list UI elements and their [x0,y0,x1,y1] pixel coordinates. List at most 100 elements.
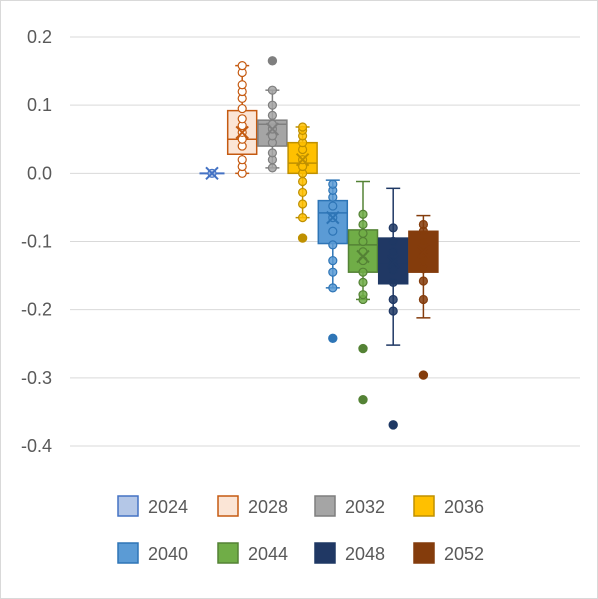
data-point [388,277,398,287]
box-series-2048 [377,187,409,430]
box-series-2028 [226,61,258,178]
legend-swatch [217,495,239,517]
legend-item-2040: 2040 [117,542,188,564]
legend-item-2052: 2052 [413,542,484,564]
data-point [358,228,368,238]
data-point [237,61,247,71]
mean-marker [265,122,280,136]
legend-item-2028: 2028 [217,495,288,517]
data-point [388,265,398,275]
data-point [267,163,277,173]
data-point [237,103,247,114]
box-series-2032 [257,56,288,173]
legend-item-2044: 2044 [217,542,288,564]
data-point [388,223,398,233]
legend-label: 2048 [345,544,385,564]
data-point [328,255,338,266]
data-point [237,155,247,165]
outlier-point [297,233,308,243]
legend-swatch [117,495,139,517]
box-series-2040 [317,179,349,343]
data-point [267,148,277,158]
data-point [418,264,428,274]
legend-swatch [314,495,336,517]
box-series-2052 [408,214,439,380]
box-series-2044 [347,180,379,405]
data-point [298,122,308,132]
mean-marker [295,152,310,167]
data-point [328,201,338,211]
y-axis: 0.2 0.1 0.0 -0.1 -0.2 -0.3 -0.4 [21,27,52,456]
y-tick-label: -0.4 [21,436,52,456]
outlier-point [388,420,398,430]
data-point [328,267,338,277]
outlier-point [418,370,429,380]
y-tick-label: 0.0 [27,163,52,183]
data-point [418,276,428,286]
legend: 2024 2028 2032 2036 2040 2044 2048 2052 [117,495,484,564]
data-point [388,294,398,305]
legend-swatch [117,542,139,564]
data-point [267,85,277,95]
y-tick-label: -0.3 [21,368,52,388]
legend-item-2024: 2024 [117,495,188,517]
plot-area [199,56,439,430]
y-tick-label: 0.1 [27,95,52,115]
data-point [418,219,428,230]
mean-marker [356,249,370,264]
outlier-point [267,56,278,66]
legend-swatch [413,542,435,564]
mean-marker [326,210,340,225]
data-point [358,219,368,230]
data-point [328,226,338,236]
legend-label: 2044 [248,544,288,564]
legend-label: 2032 [345,497,385,517]
data-point [237,114,247,124]
outlier-point [358,394,368,405]
mean-marker [235,125,249,140]
data-point [388,247,398,257]
data-point [267,110,277,120]
data-point [298,199,308,209]
legend-swatch [217,542,239,564]
legend-label: 2028 [248,497,288,517]
outlier-point [358,343,368,354]
legend-label: 2052 [444,544,484,564]
data-point [328,240,338,250]
data-point [237,80,247,90]
outlier-point [328,333,338,343]
legend-swatch [413,495,435,517]
legend-swatch [314,542,336,564]
mean-marker [416,245,431,259]
data-point [418,294,428,305]
data-point [298,187,308,198]
box-series-2024 [199,166,225,181]
data-point [388,236,398,247]
data-point [328,283,338,293]
data-point [358,209,368,219]
legend-item-2036: 2036 [413,495,484,517]
mean-marker [205,166,219,181]
data-point [328,179,338,189]
data-point [418,255,428,266]
box-series-2036 [287,122,318,243]
data-point [418,236,428,247]
data-point [388,306,398,316]
legend-label: 2036 [444,497,484,517]
data-point [298,213,308,223]
legend-label: 2024 [148,497,188,517]
y-tick-label: -0.1 [21,232,52,252]
legend-label: 2040 [148,544,188,564]
data-point [267,100,277,110]
data-point [358,290,368,300]
gridlines [70,36,580,447]
data-point [358,277,368,287]
legend-item-2032: 2032 [314,495,385,517]
y-tick-label: -0.2 [21,300,52,320]
y-tick-label: 0.2 [27,27,52,47]
data-point [358,267,368,277]
legend-item-2048: 2048 [314,542,385,564]
mean-marker [386,255,400,269]
